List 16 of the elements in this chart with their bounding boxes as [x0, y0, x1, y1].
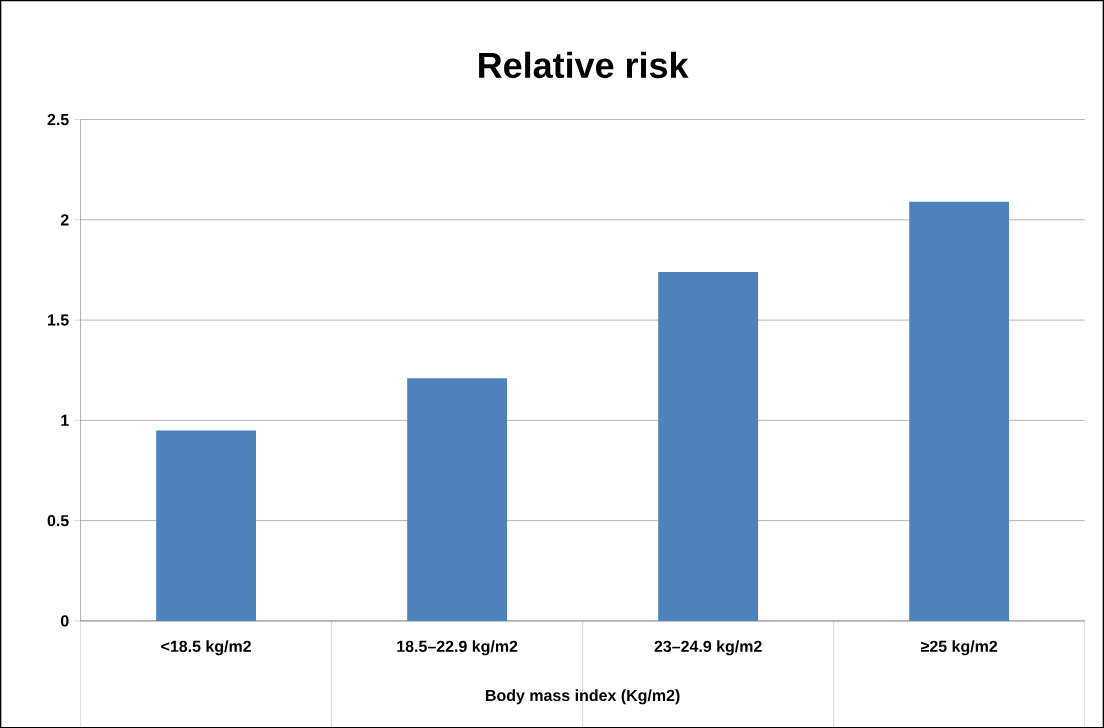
- bar: [658, 271, 759, 621]
- y-tick-label: 1: [61, 414, 69, 426]
- chart-title: Relative risk: [479, 51, 689, 78]
- bar: [156, 430, 257, 621]
- y-tick-label: 1.5: [48, 314, 69, 326]
- y-tick-label: 0: [60, 615, 69, 627]
- x-tick-label: 18.5–22.9 kg/m2: [397, 640, 518, 656]
- x-axis-title: Body mass index (Kg/m2): [486, 689, 680, 705]
- x-tick-label: ≥25 kg/m2: [920, 640, 998, 656]
- y-tick-label: 0.5: [47, 514, 69, 527]
- bar: [407, 378, 508, 621]
- x-tick-label: <18.5 kg/m2: [161, 640, 251, 656]
- y-tick-label: 2.5: [47, 113, 69, 125]
- bar: [909, 201, 1010, 621]
- x-tick-label: 23–24.9 kg/m2: [654, 640, 762, 656]
- y-tick-label: 2: [60, 214, 69, 226]
